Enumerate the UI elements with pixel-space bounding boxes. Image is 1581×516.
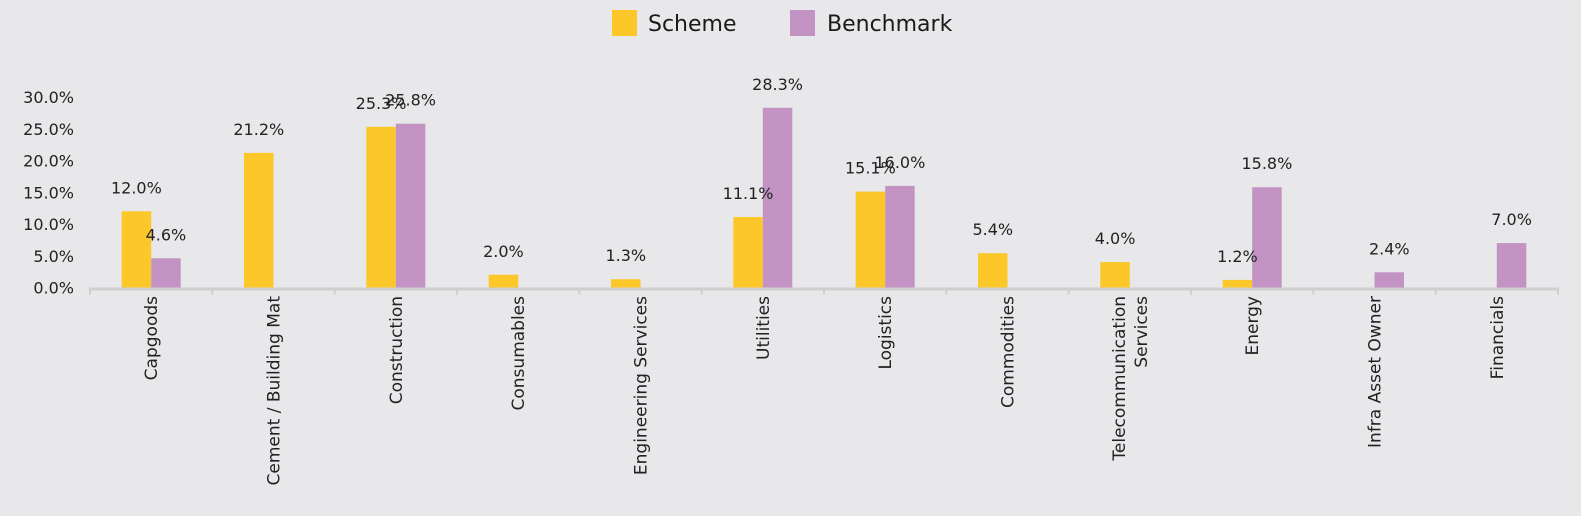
bar-benchmark	[151, 258, 181, 288]
value-labels: 12.0% 4.6% 21.2% 25.3%25.8% 2.0% 1.3% 11.1% 28.…	[111, 75, 1532, 266]
bar-scheme	[121, 211, 152, 288]
bar-benchmark	[1252, 187, 1282, 288]
bar-scheme	[244, 152, 274, 288]
category-label: Energy	[1243, 296, 1263, 356]
category-label: Infra Asset Owner	[1366, 296, 1386, 448]
legend: Scheme Benchmark	[612, 10, 953, 37]
data-label-scheme: 25.3%	[356, 94, 407, 113]
category-label: Capgoods	[142, 296, 162, 380]
bar-benchmark	[885, 185, 915, 288]
y-tick-label: 20.0%	[23, 152, 74, 171]
data-label-benchmark: 16.0%	[874, 153, 925, 172]
category-label: Telecommunication Services	[1110, 296, 1152, 462]
y-tick-label: 10.0%	[23, 215, 74, 234]
bar-benchmark	[1374, 272, 1404, 288]
bar-scheme	[1222, 279, 1253, 288]
data-label-scheme: 12.0%	[111, 178, 162, 197]
data-label-scheme: 1.2%	[1217, 247, 1258, 266]
data-label-benchmark: 4.6%	[146, 225, 187, 244]
y-tick-label: 5.0%	[33, 247, 74, 266]
y-tick-label: 25.0%	[23, 120, 74, 139]
bar-benchmark	[1496, 243, 1527, 288]
data-label-scheme: 1.3%	[605, 246, 646, 265]
data-label-benchmark: 25.8%	[385, 91, 436, 110]
x-axis	[89, 287, 1559, 295]
bar-scheme	[978, 253, 1008, 288]
bar-scheme	[855, 191, 886, 288]
data-label-benchmark: 15.8%	[1241, 154, 1292, 173]
category-label: Commodities	[999, 296, 1019, 408]
bar-scheme	[611, 279, 641, 288]
y-tick-label: 15.0%	[23, 183, 74, 202]
category-label: Cement / Building Mat	[265, 296, 285, 486]
data-label-scheme: 11.1%	[723, 184, 774, 203]
data-label-benchmark: 28.3%	[752, 75, 803, 94]
y-axis-ticks: 0.0% 5.0% 10.0% 15.0% 20.0% 25.0% 30.0%	[23, 88, 74, 298]
category-label: Utilities	[754, 296, 774, 360]
data-label-scheme: 5.4%	[972, 220, 1013, 239]
data-label-scheme: 2.0%	[483, 242, 524, 261]
bars	[121, 107, 1527, 288]
data-label-benchmark: 2.4%	[1369, 239, 1410, 258]
legend-label-scheme: Scheme	[648, 12, 737, 37]
bar-scheme	[1100, 262, 1130, 288]
category-label: Construction	[387, 296, 407, 404]
category-label: Engineering Services	[632, 296, 652, 475]
category-label: Consumables	[509, 296, 529, 411]
bar-scheme	[488, 274, 519, 288]
data-label-scheme: 21.2%	[233, 120, 284, 139]
bar-benchmark	[762, 107, 793, 288]
data-label-scheme: 4.0%	[1095, 229, 1136, 248]
legend-label-benchmark: Benchmark	[827, 12, 953, 37]
bar-scheme	[733, 217, 763, 288]
legend-swatch-scheme	[612, 10, 637, 36]
y-tick-label: 30.0%	[23, 88, 74, 107]
bar-scheme	[366, 126, 396, 288]
category-labels: Capgoods Cement / Building Mat Constructio…	[142, 296, 1508, 486]
bar-benchmark	[395, 123, 426, 288]
legend-swatch-benchmark	[790, 10, 815, 36]
category-label: Financials	[1488, 296, 1508, 379]
category-label: Logistics	[876, 296, 896, 370]
data-label-benchmark: 7.0%	[1491, 210, 1532, 229]
y-tick-label: 0.0%	[33, 279, 74, 298]
data-label-scheme: 15.1%	[845, 159, 896, 178]
